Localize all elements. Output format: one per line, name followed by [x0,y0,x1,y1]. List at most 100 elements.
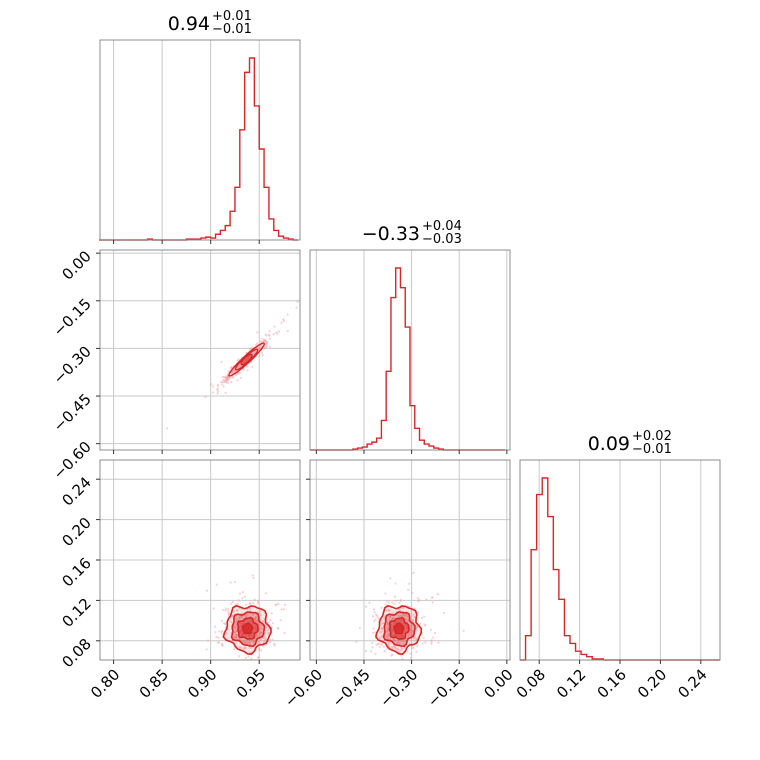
scatter-point [265,345,269,348]
scatter-point [212,385,215,388]
title-plus-error: +0.02 [632,429,672,444]
scatter-point [251,365,254,368]
scatter-point [399,599,402,602]
scatter-point [221,381,224,384]
x-tick-label: 0.00 [480,666,516,702]
scatter-point [416,611,420,614]
scatter-point [261,636,264,640]
scatter-point [220,619,224,623]
scatter-point [209,383,213,386]
scatter-point [295,306,298,309]
scatter-point [397,614,401,617]
scatter-point [373,608,376,611]
scatter-point [253,598,256,601]
scatter-point [216,388,219,391]
scatter-point [398,609,402,612]
scatter-point [243,641,246,645]
scatter-point [422,636,425,640]
histogram-panel-0 [99,39,301,241]
scatter-point [248,347,252,351]
contour-level-2 [240,353,253,366]
scatter-point [260,627,263,630]
y-tick-label: −0.45 [50,390,95,435]
x-tick-label: 0.24 [674,666,710,702]
scatter-point [425,598,428,601]
scatter-point [280,608,283,611]
x-tick-label: 0.12 [553,666,589,702]
scatter-point [383,616,386,619]
scatter-point [243,595,246,598]
scatter-point [412,613,415,616]
scatter-point [394,599,397,602]
x-tick-label: 0.95 [233,666,269,702]
histogram-steps-0 [99,57,299,241]
scatter-point [225,376,229,379]
scatter-point [269,619,272,622]
scatter-point [266,632,270,635]
scatter-point [240,616,243,619]
scatter-point [220,360,223,364]
scatter-point [386,600,389,603]
scatter-point [282,608,285,611]
scatter-point [282,318,285,321]
scatter-point [275,331,278,334]
scatter-point [256,331,259,334]
scatter-point [436,593,439,596]
scatter-point [240,646,243,649]
scatter-point [383,650,386,653]
scatter-point [254,619,257,623]
scatter-point [269,639,272,642]
scatter-point [258,628,261,631]
scatter-point [245,365,248,368]
scatter-point [222,385,225,388]
scatter-point [238,646,241,649]
scatter-point [382,645,385,648]
scatter-point [416,644,419,647]
scatter-point [248,602,251,605]
scatter-point [268,330,271,333]
scatter-point [413,615,416,619]
scatter-point [259,345,262,348]
scatter-point [358,626,361,629]
scatter-point [223,622,226,625]
scatter-point [265,626,268,629]
scatter-point [268,641,272,644]
scatter-point [216,392,219,395]
scatter-point [250,657,253,660]
scatter-point [224,391,227,394]
scatter-point [258,354,261,357]
scatter-point [391,601,394,604]
scatter-point [417,600,420,603]
scatter-point [273,325,276,328]
scatter-point [419,622,422,625]
scatter-point [430,642,433,645]
scatter-point [283,603,287,606]
scatter-point [270,612,273,615]
scatter-point [372,627,375,630]
scatter-point [239,376,242,380]
scatter-point [216,384,219,387]
scatter-point [406,651,409,654]
panel-frame [99,249,301,451]
scatter-point [244,603,248,607]
scatter-point [411,647,415,650]
scatter-point [235,617,238,620]
y-tick-label: 0.00 [58,247,94,283]
scatter-point [398,642,401,645]
title-plus-error: +0.04 [422,219,462,234]
scatter-point [392,616,395,620]
scatter-point [234,374,238,377]
scatter-point [237,637,240,641]
scatter-point [231,376,234,379]
scatter-point [430,640,433,643]
scatter-point [260,623,263,627]
scatter-point [238,371,241,374]
scatter-point [415,650,418,653]
scatter-point [272,333,275,336]
scatter-point [280,321,283,324]
scatter-point [257,623,261,626]
scatter-point [388,618,391,621]
scatter-point [220,632,223,635]
scatter-point [266,629,270,632]
scatter-point [204,396,207,399]
